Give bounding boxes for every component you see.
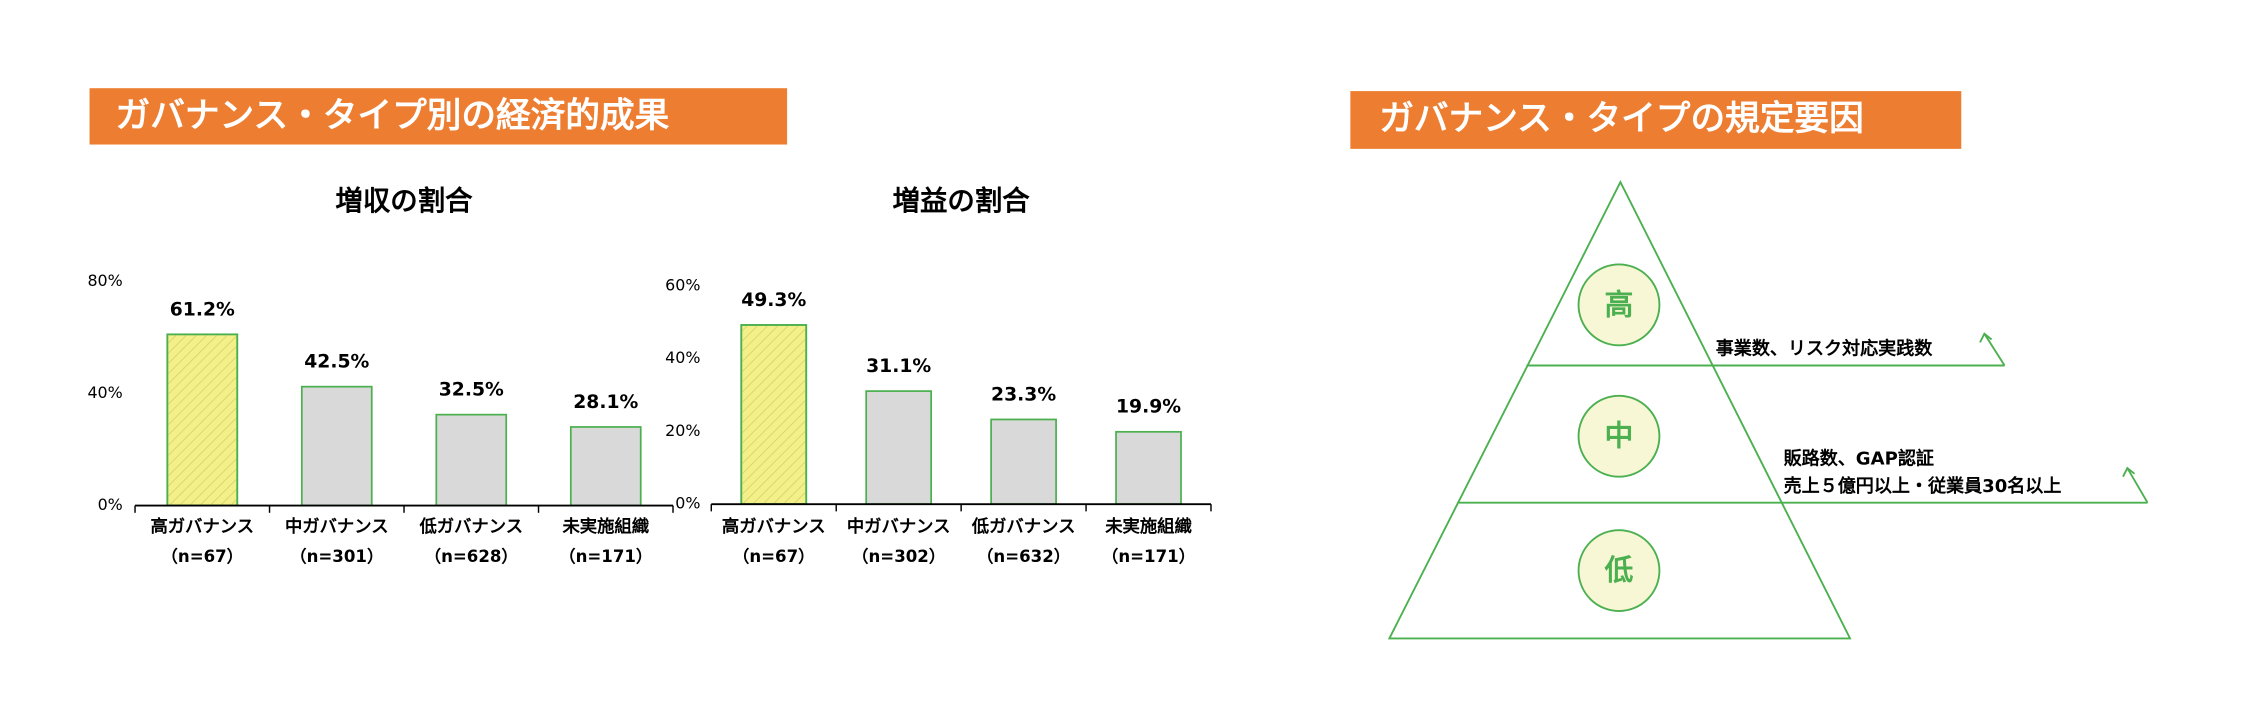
y-tick-label: 20% (665, 421, 700, 440)
level-label: 高 (1605, 287, 1634, 321)
annotation: 売上５億円以上・従業員30名以上 (1784, 475, 2062, 497)
y-tick-label: 40% (665, 348, 700, 367)
x-tick-sublabel: （n=301） (290, 546, 384, 566)
value-label: 19.9% (1116, 397, 1181, 418)
value-label: 28.1% (573, 392, 638, 413)
x-tick-label: 中ガバナンス (847, 516, 951, 537)
bar (300, 385, 373, 507)
x-tick-label: 未実施組織 (561, 516, 649, 537)
bar (435, 413, 508, 507)
bar (865, 390, 933, 506)
banner-title: ガバナンス・タイプ別の経済的成果 (116, 96, 670, 136)
level-circle (1577, 529, 1661, 612)
x-tick-sublabel: （n=302） (852, 546, 946, 566)
annotation: 事業数、リスク対応実践数 (1716, 338, 1934, 360)
level-label: 低 (1604, 553, 1634, 587)
bar (569, 426, 642, 507)
x-tick-label: 高ガバナンス (150, 516, 254, 537)
banner (1350, 91, 1962, 149)
x-tick-label: 低ガバナンス (418, 516, 523, 537)
arrow-head (1979, 332, 1993, 343)
y-tick-label: 0% (675, 494, 700, 513)
arrow (1983, 333, 2006, 367)
chart-title: 増益の割合 (893, 185, 1031, 217)
level-circle (1577, 394, 1661, 478)
x-tick-label: 高ガバナンス (722, 516, 826, 537)
value-label: 49.3% (741, 290, 806, 311)
level-label: 中 (1605, 419, 1634, 453)
x-tick-sublabel: （n=67） (733, 546, 815, 566)
y-tick-label: 80% (87, 271, 122, 290)
bar-hatch (740, 324, 808, 506)
x-tick-sublabel: （n=171） (559, 546, 653, 566)
x-tick-label: 未実施組織 (1104, 516, 1192, 537)
value-label: 32.5% (439, 380, 504, 401)
bar (1115, 430, 1182, 506)
level-circle (1577, 263, 1661, 347)
value-label: 31.1% (866, 356, 931, 377)
pyramid (1387, 179, 2149, 640)
annotation: 販路数、GAP認証 (1784, 447, 1934, 469)
arrow-head (2122, 466, 2136, 478)
x-tick-sublabel: （n=632） (977, 546, 1071, 566)
value-label: 61.2% (170, 299, 235, 320)
x-tick-label: 中ガバナンス (285, 516, 389, 537)
value-label: 23.3% (991, 384, 1056, 405)
banner (89, 88, 788, 145)
bar (990, 418, 1057, 506)
x-tick-label: 低ガバナンス (971, 516, 1076, 537)
x-tick-sublabel: （n=628） (424, 546, 518, 566)
chart-title: 増収の割合 (335, 185, 473, 217)
y-tick-label: 0% (98, 495, 123, 514)
arrow (2126, 467, 2149, 504)
value-label: 42.5% (304, 352, 369, 373)
y-tick-label: 60% (665, 276, 700, 295)
y-tick-label: 40% (87, 383, 122, 402)
x-tick-sublabel: （n=171） (1102, 546, 1196, 566)
bar-hatch (166, 333, 239, 507)
banner-title: ガバナンス・タイプの規定要因 (1379, 99, 1864, 139)
pyramid-outline (1387, 179, 1852, 640)
x-tick-sublabel: （n=67） (161, 546, 243, 566)
